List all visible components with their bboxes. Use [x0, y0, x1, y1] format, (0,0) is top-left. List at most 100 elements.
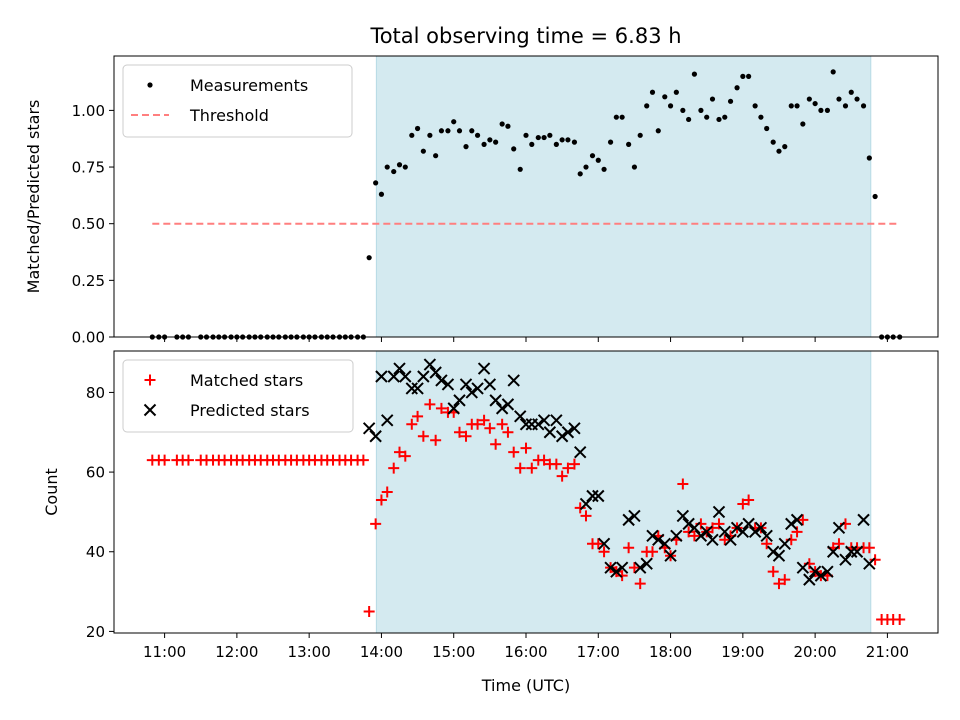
data-point [387, 370, 400, 383]
data-point [764, 125, 770, 132]
data-point [592, 489, 605, 503]
data-point [508, 446, 520, 458]
data-point [435, 374, 448, 387]
data-point [821, 565, 834, 578]
data-point [824, 107, 831, 113]
data-point [411, 382, 424, 395]
data-point [719, 534, 731, 546]
data-point [375, 370, 388, 383]
data-point [700, 525, 713, 539]
data-point [658, 537, 671, 550]
data-point [761, 538, 773, 550]
data-point [490, 438, 502, 450]
data-point [758, 114, 764, 120]
data-point [646, 546, 658, 558]
data-point [704, 114, 710, 120]
data-point [568, 458, 580, 470]
data-point [373, 180, 379, 186]
data-point [388, 462, 400, 474]
x-tick-label: 13:00 [288, 643, 331, 661]
data-point [529, 141, 535, 147]
data-point [673, 89, 679, 95]
data-point [737, 498, 749, 510]
data-point [427, 132, 433, 138]
data-point [453, 394, 466, 407]
data-point [430, 434, 442, 446]
data-point [812, 100, 818, 107]
data-point [514, 462, 526, 474]
y-tick-label: 20 [86, 623, 105, 641]
data-point [520, 442, 532, 454]
data-point [850, 545, 864, 558]
data-point [375, 494, 387, 506]
data-point [537, 414, 551, 427]
data-point [159, 454, 171, 466]
data-point [833, 538, 845, 550]
data-point [363, 605, 375, 617]
ratio-panel: 0.00 0.25 0.50 0.75 1.00 Matched/Predicted st… [24, 55, 939, 347]
data-point [589, 153, 596, 159]
data-point [604, 561, 617, 574]
data-point [832, 521, 846, 535]
data-point [634, 578, 646, 590]
count-panel: 20 40 60 80 11:00 12:00 13:00 14:00 15:00 16:00 17… [42, 350, 939, 661]
data-point [734, 85, 740, 91]
data-point [571, 139, 578, 145]
data-point [597, 537, 611, 550]
data-point [471, 382, 484, 395]
data-point [686, 116, 692, 123]
data-point [484, 422, 496, 434]
data-point [806, 96, 812, 102]
data-point [366, 255, 372, 261]
data-point [565, 137, 571, 143]
data-point [706, 522, 718, 534]
data-point [615, 561, 629, 574]
data-point [511, 146, 517, 152]
y-tick-label: 0.25 [72, 272, 105, 290]
data-point [538, 454, 550, 466]
data-point [543, 426, 557, 439]
data-point [465, 386, 478, 399]
data-point [394, 446, 406, 458]
data-point [754, 521, 768, 535]
data-point [423, 358, 437, 371]
data-point [384, 164, 390, 170]
data-point [791, 526, 803, 538]
data-point [477, 362, 491, 375]
data-point [637, 132, 643, 138]
data-point [845, 545, 858, 558]
data-point [662, 94, 668, 100]
data-point [664, 549, 677, 562]
data-point [409, 132, 415, 138]
data-point [848, 89, 854, 95]
data-point [628, 509, 641, 523]
data-point [836, 96, 842, 102]
data-point [577, 171, 583, 177]
data-point [445, 128, 451, 134]
data-point [788, 103, 794, 109]
data-point [640, 557, 653, 570]
data-point [417, 430, 429, 442]
data-point [489, 394, 502, 407]
data-point [691, 71, 698, 77]
data-point [742, 517, 755, 531]
data-point [402, 164, 408, 170]
data-point [447, 402, 460, 415]
data-point [796, 561, 810, 574]
data-point [644, 103, 650, 109]
data-point [800, 121, 806, 127]
data-point [709, 96, 716, 102]
data-point [579, 497, 593, 511]
data-point [505, 123, 511, 129]
y-tick-label: 60 [86, 464, 105, 482]
data-point [362, 422, 376, 435]
data-point [772, 549, 786, 562]
data-point [369, 430, 382, 443]
data-point [682, 517, 695, 531]
data-point [649, 89, 656, 95]
data-point [532, 418, 545, 431]
data-point [378, 191, 385, 197]
data-point [393, 362, 406, 375]
data-point [406, 418, 418, 430]
data-point [568, 422, 581, 435]
